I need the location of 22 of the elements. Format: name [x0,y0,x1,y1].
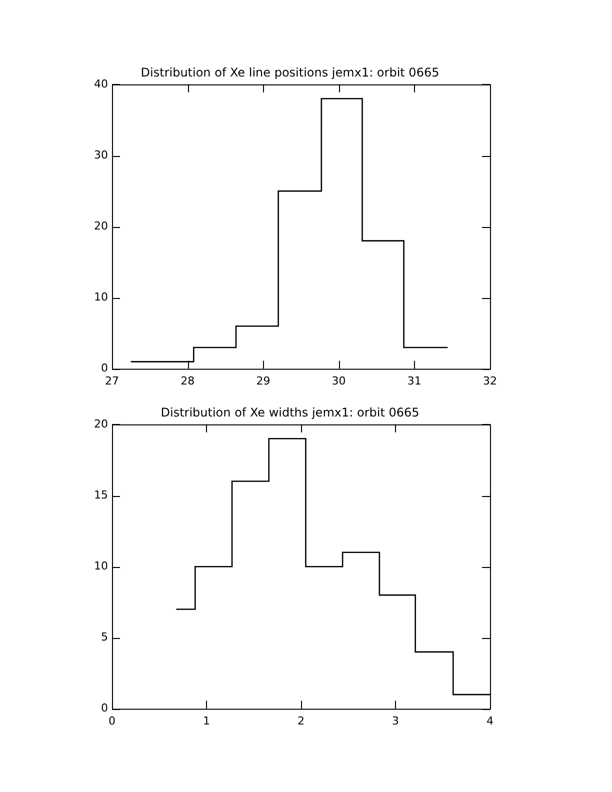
x-tick-label: 28 [180,374,195,388]
y-tick-label: 15 [94,488,108,502]
x-tick-label: 3 [392,714,399,728]
y-tick-label: 0 [100,362,108,375]
chart-title: Distribution of Xe widths jemx1: orbit 0665 [160,405,420,420]
x-tick-label: 2 [298,714,304,728]
y-tick-label: 5 [100,630,108,644]
x-tick-label: 31 [407,374,422,388]
x-tick-label: 4 [486,714,494,728]
y-tick-label: 30 [94,148,108,162]
x-tick-label: 32 [483,374,497,388]
x-tick-label: 29 [256,374,270,388]
y-tick-label: 10 [94,559,108,572]
x-tick-label: 1 [203,714,210,728]
x-tick-label: 27 [104,374,119,388]
y-tick-label: 40 [94,77,108,90]
x-tick-label: 30 [332,374,346,388]
y-tick-label: 10 [94,290,108,304]
y-tick-label: 20 [94,417,108,430]
y-tick-label: 20 [94,219,108,232]
y-tick-label: 0 [100,702,108,715]
chart-title: Distribution of Xe line positions jemx1: orbit 0665 [140,65,440,80]
